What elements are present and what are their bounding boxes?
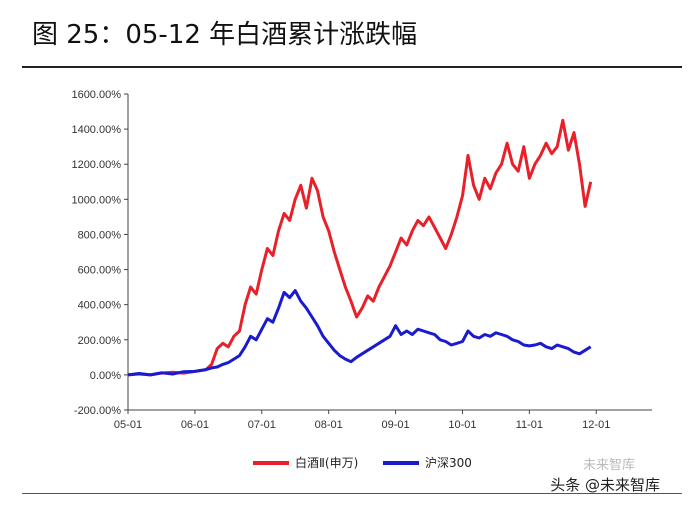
y-tick-label: 1200.00% xyxy=(71,159,121,171)
y-tick-label: 800.00% xyxy=(78,229,122,241)
watermark-logo: 未来智库 xyxy=(583,458,636,473)
axes: 05-01 06-01 07-01 08-01 09-01 10-01 11-01 12-01 xyxy=(114,94,652,431)
legend-label: 白酒Ⅱ(申万) xyxy=(295,455,358,470)
x-tick-label: 09-01 xyxy=(382,419,410,431)
y-axis-ticks: -200.00% 0.00% 200.00% 400.00% 600.00% 800.00… xyxy=(71,89,128,417)
series-line-baijiu xyxy=(127,118,593,377)
series-line-hs300 xyxy=(127,289,592,377)
y-tick-label: 200.00% xyxy=(78,335,122,347)
x-tick-label: 12-01 xyxy=(582,419,610,431)
y-tick-label: -200.00% xyxy=(74,405,121,417)
y-tick-label: 0.00% xyxy=(90,370,121,382)
page-title: 图 25：05-12 年白酒累计涨跌幅 xyxy=(32,20,418,50)
x-tick-label: 07-01 xyxy=(248,419,276,431)
bottom-divider xyxy=(22,493,682,494)
series-lines xyxy=(127,118,593,377)
y-tick-label: 1000.00% xyxy=(71,194,121,206)
legend-label: 沪深300 xyxy=(425,456,472,470)
y-tick-label: 1400.00% xyxy=(71,124,121,136)
watermark: 头条 @未来智库 xyxy=(550,476,660,494)
x-tick-label: 05-01 xyxy=(114,419,142,431)
x-tick-label: 11-01 xyxy=(516,419,543,431)
title-divider xyxy=(22,66,682,68)
legend: 白酒Ⅱ(申万) 沪深300 xyxy=(253,455,472,470)
x-tick-label: 06-01 xyxy=(181,419,209,431)
x-tick-label: 10-01 xyxy=(448,419,476,431)
y-tick-label: 600.00% xyxy=(78,265,122,277)
y-tick-label: 1600.00% xyxy=(71,89,121,101)
y-tick-label: 400.00% xyxy=(78,300,122,312)
x-tick-label: 08-01 xyxy=(315,419,343,431)
